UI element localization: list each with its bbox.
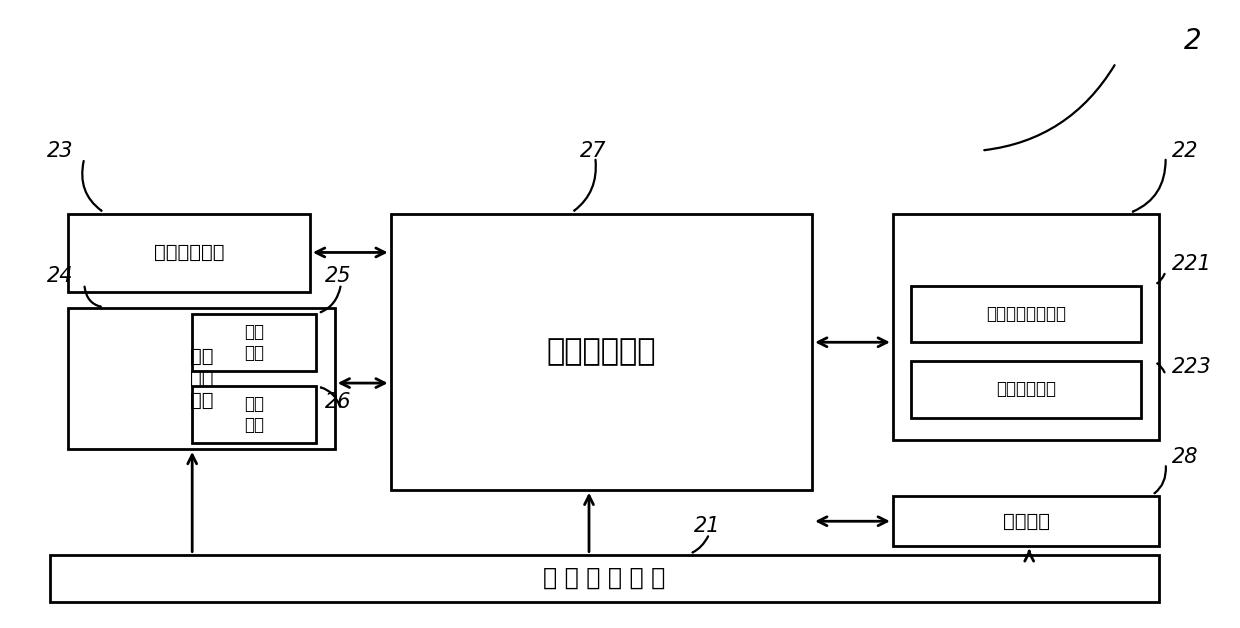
Text: 24: 24: [47, 266, 73, 286]
Text: 22: 22: [1172, 141, 1198, 161]
FancyArrowPatch shape: [1157, 364, 1164, 372]
FancyArrowPatch shape: [321, 286, 341, 312]
Text: 提示单元: 提示单元: [1003, 512, 1049, 531]
Text: 26: 26: [325, 392, 351, 412]
Bar: [893, 214, 1159, 440]
Text: 21: 21: [694, 516, 720, 536]
FancyArrowPatch shape: [693, 536, 708, 553]
Bar: [68, 308, 335, 449]
Text: 28: 28: [1172, 447, 1198, 467]
FancyArrowPatch shape: [985, 65, 1115, 150]
Text: 中央处理模块: 中央处理模块: [547, 337, 656, 366]
Bar: [68, 214, 310, 292]
Bar: [50, 555, 1159, 602]
Bar: [192, 386, 316, 443]
Text: 无线
收发
单元: 无线 收发 单元: [190, 347, 213, 410]
Bar: [391, 214, 812, 490]
Bar: [911, 361, 1141, 418]
Bar: [911, 286, 1141, 342]
Text: 27: 27: [580, 141, 606, 161]
FancyArrowPatch shape: [321, 387, 340, 407]
FancyArrowPatch shape: [1154, 466, 1166, 493]
Text: 信息存储模块: 信息存储模块: [154, 243, 224, 263]
Text: 地理位置定位单元: 地理位置定位单元: [986, 305, 1066, 323]
FancyArrowPatch shape: [574, 160, 596, 210]
Text: 221: 221: [1172, 254, 1211, 274]
Text: 解码
单元: 解码 单元: [244, 395, 264, 434]
Bar: [192, 314, 316, 371]
Text: 2: 2: [1184, 27, 1202, 55]
Text: 电 源 管 理 模 块: 电 源 管 理 模 块: [543, 566, 666, 590]
Text: 编码
单元: 编码 单元: [244, 323, 264, 362]
FancyArrowPatch shape: [1133, 160, 1166, 212]
FancyArrowPatch shape: [1157, 274, 1164, 283]
Text: 23: 23: [47, 141, 73, 161]
Text: 223: 223: [1172, 357, 1211, 377]
Bar: [893, 496, 1159, 546]
FancyArrowPatch shape: [82, 161, 102, 210]
FancyArrowPatch shape: [84, 286, 100, 306]
Text: 25: 25: [325, 266, 351, 286]
Text: 加速度感应器: 加速度感应器: [996, 381, 1056, 398]
